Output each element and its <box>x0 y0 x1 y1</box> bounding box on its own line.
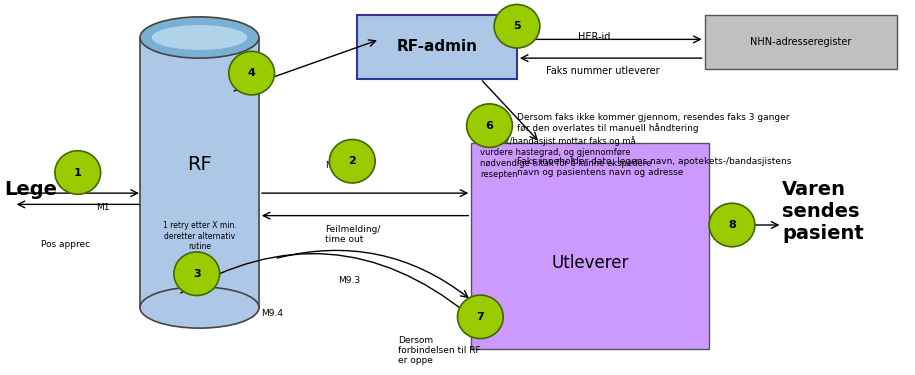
Text: Feilmelding/
time out: Feilmelding/ time out <box>325 225 381 245</box>
Text: M1: M1 <box>96 202 110 211</box>
Text: 6: 6 <box>486 121 493 130</box>
FancyArrowPatch shape <box>277 251 468 297</box>
FancyArrowPatch shape <box>181 254 468 314</box>
Ellipse shape <box>140 17 259 58</box>
Ellipse shape <box>709 203 755 247</box>
Ellipse shape <box>55 151 101 194</box>
Text: Lege: Lege <box>5 180 58 199</box>
Text: 2: 2 <box>349 156 356 166</box>
Text: 1: 1 <box>74 168 81 177</box>
Text: RF: RF <box>187 156 212 174</box>
Text: Utleverer: Utleverer <box>552 254 629 272</box>
Ellipse shape <box>467 104 512 147</box>
Bar <box>705 15 897 69</box>
Ellipse shape <box>174 252 220 296</box>
Ellipse shape <box>329 140 375 183</box>
Text: Dersom
forbindelsen til RF
er oppe: Dersom forbindelsen til RF er oppe <box>398 336 480 365</box>
Text: 3: 3 <box>193 269 200 279</box>
Ellipse shape <box>458 295 503 339</box>
Text: 4: 4 <box>248 68 255 78</box>
Text: M9.3: M9.3 <box>339 276 361 285</box>
Text: 8: 8 <box>728 220 736 230</box>
Text: Varen
sendes
pasient: Varen sendes pasient <box>782 180 864 243</box>
Text: RF-admin: RF-admin <box>396 39 478 54</box>
Text: 7: 7 <box>477 312 484 322</box>
Text: Pos apprec: Pos apprec <box>41 240 91 249</box>
Text: Faks nummer utleverer: Faks nummer utleverer <box>546 66 660 76</box>
Bar <box>140 38 259 308</box>
Text: 5: 5 <box>513 21 521 31</box>
Text: HER-id: HER-id <box>578 32 610 42</box>
Text: 1 retry etter X min.
deretter alternativ
rutine: 1 retry etter X min. deretter alternativ… <box>163 221 236 251</box>
Text: Faks inneholder dato, legens navn, apotekets-/bandasjistens
navn og pasientens n: Faks inneholder dato, legens navn, apote… <box>517 158 791 177</box>
Text: Apotek/bandasjist mottar faks og må
vurdere hastegrad, og gjennomføre
nødvendige: Apotek/bandasjist mottar faks og må vurd… <box>480 136 651 178</box>
Ellipse shape <box>152 25 247 50</box>
Text: M9.4: M9.4 <box>261 309 283 318</box>
Text: Dersom faks ikke kommer gjennom, resendes faks 3 ganger
før den overlates til ma: Dersom faks ikke kommer gjennom, resende… <box>517 112 790 133</box>
Ellipse shape <box>140 287 259 328</box>
Ellipse shape <box>494 4 540 48</box>
Ellipse shape <box>229 51 274 95</box>
Text: M21: M21 <box>325 161 344 170</box>
Bar <box>471 142 709 349</box>
Text: NHN-adresseregister: NHN-adresseregister <box>750 37 851 47</box>
Bar <box>357 15 517 79</box>
